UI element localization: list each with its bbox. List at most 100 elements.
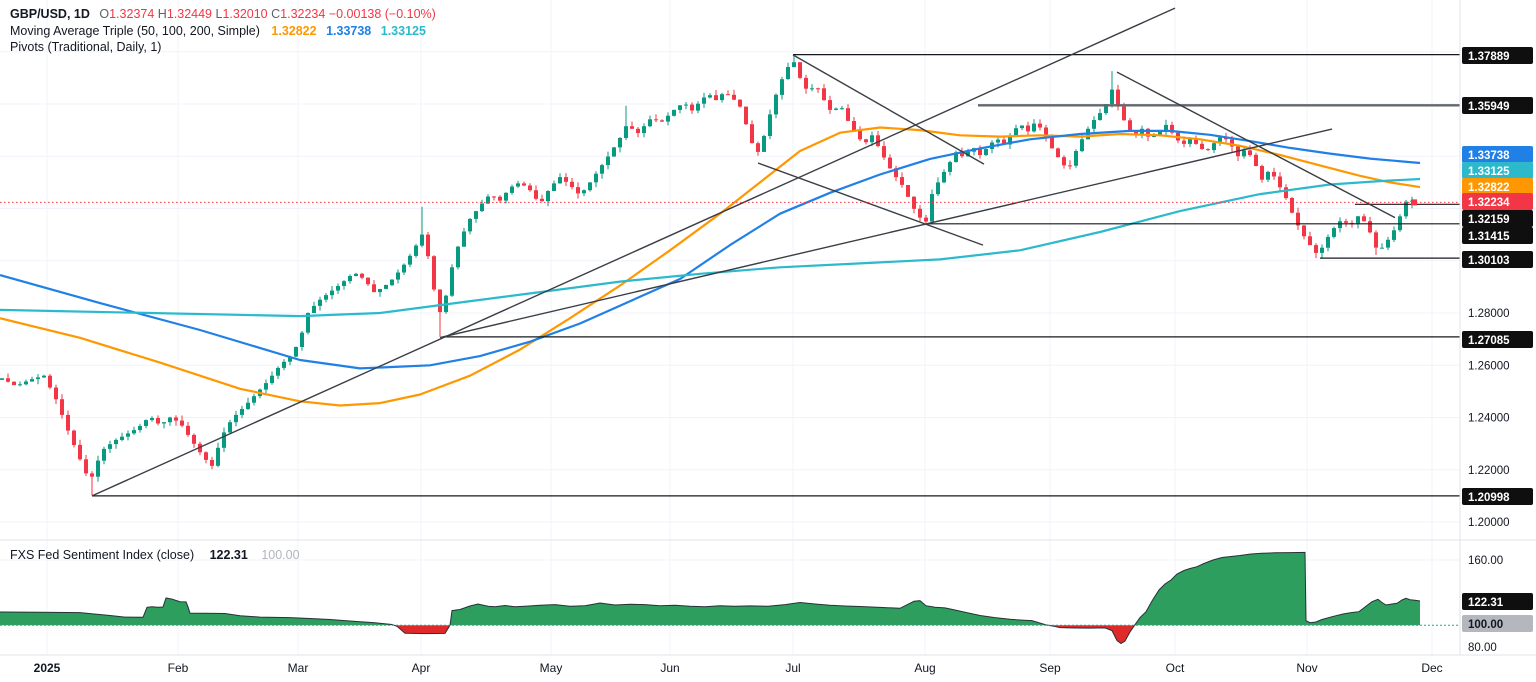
candle-body: [1212, 143, 1216, 151]
candle-body: [1158, 130, 1162, 136]
sentiment-label-chip-bg: [1462, 615, 1533, 632]
candle-body: [1332, 228, 1336, 237]
time-axis-label: 2025: [34, 661, 61, 675]
price-label-chip-bg: [1462, 193, 1533, 210]
candle-body: [96, 460, 100, 477]
price-label-chip-bg: [1462, 178, 1533, 195]
candle-body: [1218, 137, 1222, 144]
candle-body: [354, 273, 358, 276]
candle-body: [1296, 212, 1300, 226]
candle-body: [702, 97, 706, 104]
candle-body: [252, 396, 256, 403]
sma50-line[interactable]: [0, 126, 1421, 407]
candle-body: [24, 381, 28, 385]
trend-line[interactable]: [1116, 71, 1396, 219]
candle-body: [552, 183, 556, 191]
candle-body: [1206, 149, 1210, 151]
candle-body: [780, 79, 784, 95]
candle-body: [1032, 123, 1036, 132]
sma100-line[interactable]: [0, 129, 1421, 370]
candle-body: [420, 234, 424, 246]
sentiment-pane[interactable]: [0, 551, 1460, 645]
candle-body: [228, 422, 232, 433]
candle-body: [876, 135, 880, 147]
candle-body: [1104, 104, 1108, 114]
candle-body: [90, 473, 94, 477]
symbol-title[interactable]: GBP/USD, 1D: [10, 7, 90, 21]
price-axis[interactable]: 1.28000 1.26000 1.24000 1.22000 1.20000 1.378…: [1462, 47, 1533, 529]
candle-body: [42, 375, 46, 378]
sentiment-area-positive: [0, 552, 1420, 626]
trend-line[interactable]: [91, 7, 1176, 497]
candle-body: [1062, 157, 1066, 166]
sentiment-indicator-label: FXS Fed Sentiment Index (close): [10, 548, 195, 562]
candle-body: [126, 433, 130, 437]
candle-body: [636, 128, 640, 133]
candle-body: [1002, 139, 1006, 145]
candle-body: [1374, 232, 1378, 248]
candle-body: [282, 361, 286, 368]
candle-body: [0, 378, 4, 380]
trend-line[interactable]: [792, 54, 985, 165]
candle-body: [1164, 124, 1168, 131]
price-label-chip-bg: [1462, 146, 1533, 163]
candle-body: [1080, 139, 1084, 152]
candle-body: [888, 157, 892, 169]
candle-body: [570, 181, 574, 187]
candle-body: [978, 148, 982, 155]
candle-body: [720, 94, 724, 101]
trend-line[interactable]: [439, 128, 1333, 339]
price-axis-label: 1.22000: [1468, 465, 1510, 477]
last-price-marker: [1411, 199, 1417, 206]
price-pane[interactable]: [0, 7, 1460, 497]
sentiment-label-chip-bg: [1462, 593, 1533, 610]
sentiment-legend-row[interactable]: FXS Fed Sentiment Index (close) 122.31 1…: [10, 548, 300, 562]
candle-body: [654, 119, 658, 121]
sentiment-axis[interactable]: 160.00 80.00 122.31 100.00: [1462, 555, 1533, 654]
time-axis[interactable]: 2025 Feb Mar Apr May Jun Jul Aug Sep Oct Nov Dec: [34, 661, 1443, 675]
time-axis-label: Feb: [168, 661, 189, 675]
candle-body: [414, 245, 418, 256]
ma-legend-row[interactable]: Moving Average Triple (50, 100, 200, Sim…: [10, 23, 436, 40]
candle-body: [48, 375, 52, 388]
candle-body: [456, 246, 460, 268]
candle-body: [396, 272, 400, 280]
candle-body: [798, 62, 802, 78]
trend-line[interactable]: [757, 162, 984, 246]
price-axis-label: 1.20000: [1468, 517, 1510, 529]
candle-body: [1020, 125, 1024, 129]
candle-body: [330, 290, 334, 296]
candle-body: [786, 67, 790, 80]
candle-body: [294, 347, 298, 357]
candle-body: [1050, 137, 1054, 149]
candle-body: [732, 94, 736, 100]
legend: GBP/USD, 1D O1.32374 H1.32449 L1.32010 C…: [10, 6, 436, 56]
candle-body: [588, 182, 592, 191]
price-label-chip-bg: [1462, 227, 1533, 244]
price-label-chip: 1.27085: [1468, 335, 1510, 347]
sma200-line[interactable]: [0, 177, 1421, 318]
candle-body: [1194, 138, 1198, 144]
symbol-legend-row[interactable]: GBP/USD, 1D O1.32374 H1.32449 L1.32010 C…: [10, 6, 436, 23]
sentiment-axis-label: 160.00: [1468, 555, 1503, 567]
pivots-legend-row[interactable]: Pivots (Traditional, Daily, 1): [10, 39, 436, 56]
candle-body: [1386, 239, 1390, 248]
candle-body: [912, 196, 916, 209]
time-axis-label: Dec: [1421, 661, 1442, 675]
candle-body: [996, 139, 1000, 143]
sentiment-label-chip: 122.31: [1468, 597, 1504, 609]
candle-body: [630, 126, 634, 129]
candle-body: [1014, 128, 1018, 136]
candle-body: [12, 381, 16, 386]
candle-body: [198, 443, 202, 453]
candle-body: [156, 418, 160, 424]
candle-body: [474, 211, 478, 219]
candle-body: [138, 426, 142, 431]
candle-body: [750, 124, 754, 144]
candle-body: [1116, 89, 1120, 107]
candle-body: [930, 194, 934, 222]
candle-body: [504, 192, 508, 201]
price-label-chip: 1.37889: [1468, 51, 1510, 63]
candle-body: [1038, 123, 1042, 128]
